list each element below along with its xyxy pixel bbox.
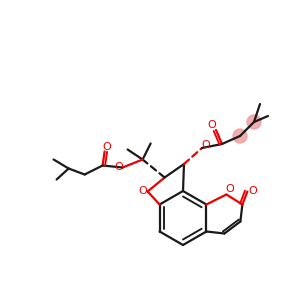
Text: O: O [248, 187, 257, 196]
Text: O: O [114, 161, 123, 172]
Text: O: O [138, 185, 147, 196]
Text: O: O [102, 142, 111, 152]
Circle shape [233, 129, 247, 143]
Circle shape [247, 115, 261, 129]
Text: O: O [225, 184, 234, 194]
Text: O: O [208, 120, 216, 130]
Text: O: O [202, 140, 210, 150]
